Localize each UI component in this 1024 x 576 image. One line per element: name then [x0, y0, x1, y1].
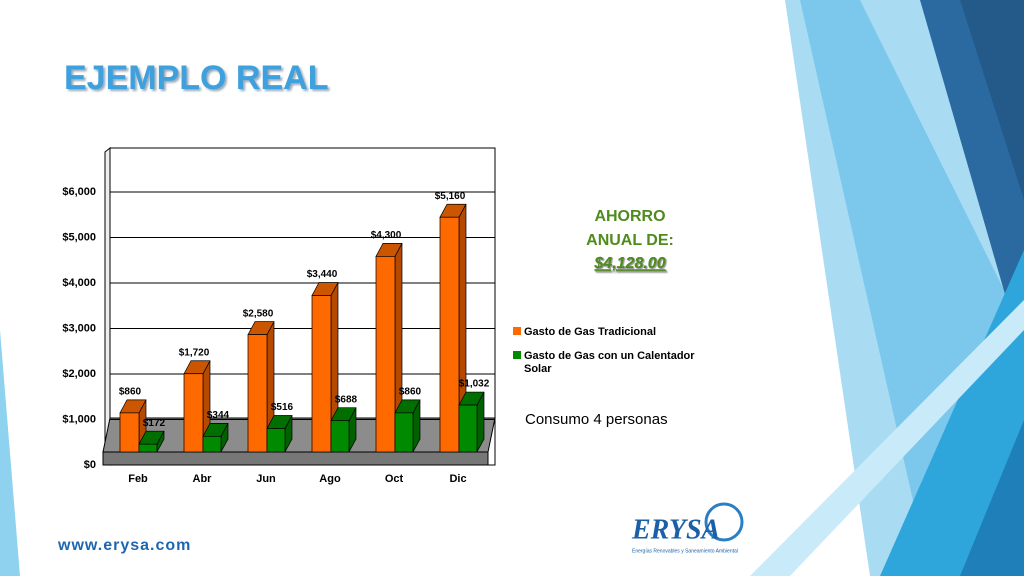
note: Consumo 4 personas	[525, 411, 668, 428]
x-tick-label: Feb	[128, 473, 148, 485]
value-label: $1,720	[179, 347, 210, 358]
bar-front	[202, 435, 222, 453]
value-label: $688	[335, 394, 358, 405]
y-tick-label: $4,000	[62, 277, 96, 289]
value-label: $344	[207, 410, 230, 421]
bar-front	[458, 404, 478, 453]
value-label: $4,300	[371, 230, 402, 241]
value-label: $860	[119, 387, 142, 398]
bar-front	[330, 420, 350, 453]
bar-front	[247, 334, 268, 453]
bar	[266, 415, 293, 453]
value-label: $860	[399, 387, 422, 398]
y-tick-label: $5,000	[62, 231, 96, 243]
bar-front	[183, 373, 204, 453]
x-tick-label: Ago	[319, 473, 341, 485]
y-tick-label: $1,000	[62, 413, 96, 425]
bar	[311, 282, 339, 453]
callout-amount: $4,128.00	[593, 255, 665, 272]
y-tick-label: $0	[84, 459, 96, 471]
value-label: $5,160	[435, 191, 466, 202]
bar	[458, 391, 485, 453]
legend-swatch	[513, 327, 521, 335]
callout-line: AHORRO	[594, 208, 665, 225]
value-label: $172	[143, 418, 166, 429]
value-label: $3,440	[307, 269, 338, 280]
bar	[394, 399, 421, 453]
side-wall	[104, 146, 111, 466]
bar	[375, 243, 403, 453]
bar	[330, 407, 357, 453]
y-tick-label: $6,000	[62, 186, 96, 198]
bar-front	[375, 256, 396, 453]
x-tick-label: Jun	[256, 473, 276, 485]
value-label: $1,032	[459, 379, 490, 390]
x-tick-label: Abr	[193, 473, 213, 485]
slide-title: EJEMPLO REAL	[64, 59, 328, 97]
bar-front	[439, 216, 460, 453]
bar-front	[311, 295, 332, 453]
bar	[202, 422, 229, 453]
callout-line: ANUAL DE:	[586, 232, 674, 249]
value-label: $2,580	[243, 308, 274, 319]
x-tick-label: Dic	[449, 473, 466, 485]
logo: ERYSA	[631, 514, 720, 545]
logo-tagline: Energías Renovables y Saneamiento Ambien…	[632, 548, 738, 554]
bar	[439, 203, 467, 453]
bar-front	[138, 443, 158, 453]
legend-item: Gasto de Gas Tradicional	[513, 326, 703, 339]
legend-item: Gasto de Gas con un Calentador Solar	[513, 350, 704, 376]
x-tick-label: Oct	[385, 473, 404, 485]
website: www.erysa.com	[57, 537, 191, 554]
floor-edge	[102, 451, 489, 466]
value-label: $516	[271, 402, 294, 413]
bar-front	[266, 428, 286, 453]
legend-swatch	[513, 351, 521, 359]
logo-globe	[704, 502, 744, 542]
bar	[138, 430, 165, 453]
legend-label: Gasto de Gas con un Calentador Solar	[524, 350, 695, 375]
y-tick-label: $2,000	[62, 368, 96, 380]
legend-label: Gasto de Gas Tradicional	[524, 326, 657, 338]
y-tick-label: $3,000	[62, 322, 96, 334]
bar-front	[119, 412, 140, 453]
bar-front	[394, 412, 414, 453]
